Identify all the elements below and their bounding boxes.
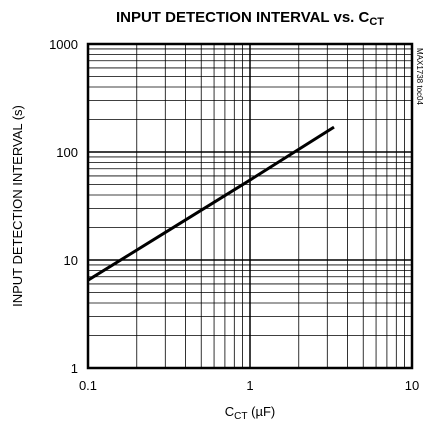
xlabel-subscript: CT <box>234 411 247 422</box>
y-tick-label: 1000 <box>49 37 78 52</box>
y-tick-label: 100 <box>56 145 78 160</box>
x-tick-label: 10 <box>405 378 419 393</box>
chart-title: INPUT DETECTION INTERVAL vs. CCT <box>116 9 384 28</box>
xlabel-main: C <box>225 404 234 419</box>
y-tick-label: 1 <box>71 361 78 376</box>
plot-frame <box>86 42 414 370</box>
x-tick-label: 1 <box>246 378 253 393</box>
annotation: MAX1738 toc04 <box>415 48 424 105</box>
line <box>87 125 335 282</box>
x-tick-label: 0.1 <box>79 378 97 393</box>
title-subscript: CT <box>369 16 384 28</box>
x-axis-label: CCT (µF) <box>225 404 275 422</box>
y-axis-label: INPUT DETECTION INTERVAL (s) <box>10 105 25 307</box>
y-tick-label: 10 <box>64 253 78 268</box>
title-main: INPUT DETECTION INTERVAL vs. C <box>116 9 370 26</box>
xlabel-suffix: (µF) <box>248 404 276 419</box>
